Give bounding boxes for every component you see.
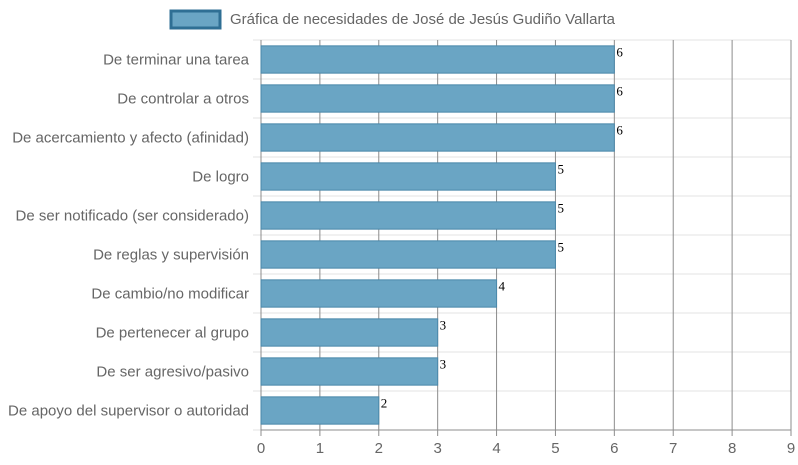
bars-group	[260, 45, 615, 425]
bar[interactable]	[260, 396, 380, 425]
data-label: 5	[557, 201, 564, 216]
x-tick-label: 1	[316, 440, 324, 457]
category-label: De ser agresivo/pasivo	[96, 364, 249, 381]
x-tick-label: 0	[257, 440, 265, 457]
data-labels: 6 6 6 5 5 5 4 3 3 2	[381, 45, 624, 411]
category-label: De controlar a otros	[117, 91, 249, 108]
data-label: 3	[440, 318, 447, 333]
category-label: De apoyo del supervisor o autoridad	[8, 403, 249, 420]
bar[interactable]	[260, 201, 556, 230]
bar[interactable]	[260, 279, 498, 308]
category-label: De cambio/no modificar	[91, 286, 249, 303]
category-label: De terminar una tarea	[103, 52, 250, 69]
x-tick-labels: 0 1 2 3 4 5 6 7 8 9	[257, 440, 795, 457]
category-label: De ser notificado (ser considerado)	[16, 208, 249, 225]
category-label: De reglas y supervisión	[93, 247, 249, 264]
data-label: 5	[557, 240, 564, 255]
bar[interactable]	[260, 84, 615, 113]
bar[interactable]	[260, 45, 615, 74]
x-tick-label: 9	[787, 440, 795, 457]
x-tick-label: 4	[492, 440, 500, 457]
x-tick-label: 2	[375, 440, 383, 457]
x-tick-label: 5	[551, 440, 559, 457]
bar[interactable]	[260, 318, 439, 347]
bar[interactable]	[260, 240, 556, 269]
data-label: 5	[557, 162, 564, 177]
x-tick-label: 3	[433, 440, 441, 457]
data-label: 6	[616, 45, 623, 60]
x-tick-label: 6	[610, 440, 618, 457]
bar[interactable]	[260, 123, 615, 152]
category-labels: De terminar una tarea De controlar a otro…	[8, 52, 250, 420]
legend-label: Gráfica de necesidades de José de Jesús …	[230, 11, 616, 28]
category-label: De acercamiento y afecto (afinidad)	[12, 130, 249, 147]
chart-legend[interactable]: Gráfica de necesidades de José de Jesús …	[169, 9, 616, 30]
category-label: De pertenecer al grupo	[96, 325, 249, 342]
data-label: 2	[381, 396, 388, 411]
category-label: De logro	[192, 169, 249, 186]
x-tick-label: 7	[669, 440, 677, 457]
bar[interactable]	[260, 357, 439, 386]
bar[interactable]	[260, 162, 556, 191]
data-label: 6	[616, 123, 623, 138]
data-label: 3	[440, 357, 447, 372]
x-tick-label: 8	[728, 440, 736, 457]
data-label: 6	[616, 84, 623, 99]
legend-swatch	[169, 9, 222, 30]
data-label: 4	[499, 279, 506, 294]
